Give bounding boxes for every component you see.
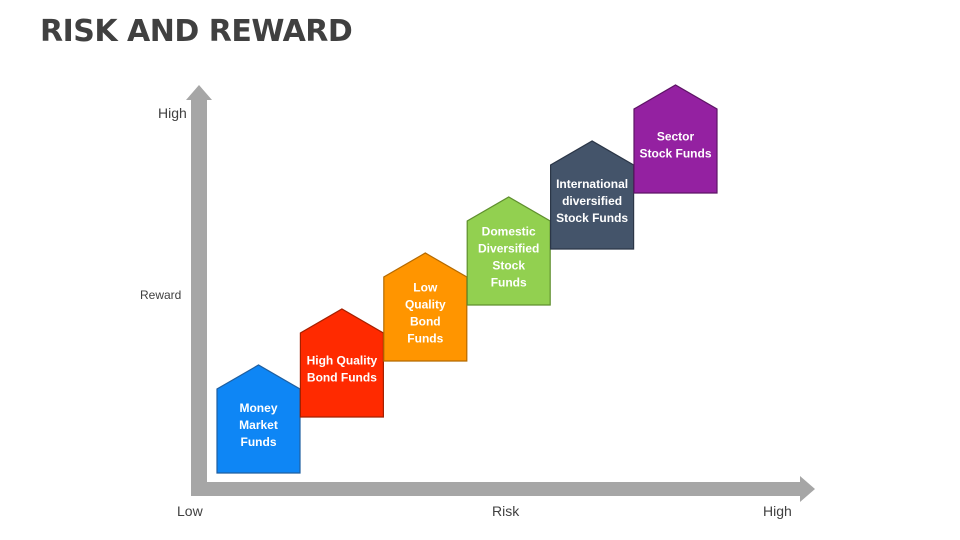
step-shape <box>549 140 635 250</box>
step-3: Low Quality Bond Funds <box>383 252 468 362</box>
step-label: Funds <box>241 435 277 449</box>
step-label: Funds <box>491 276 527 290</box>
x-axis-high-label: High <box>763 503 792 519</box>
step-shape <box>466 196 551 306</box>
step-label: Bond Funds <box>307 371 377 385</box>
step-label: diversified <box>562 194 622 208</box>
step-label: Quality <box>405 298 446 312</box>
step-label: Money <box>239 401 277 415</box>
step-label: High Quality <box>307 354 378 368</box>
step-label: Domestic <box>482 225 536 239</box>
step-6: Sector Stock Funds <box>633 84 718 194</box>
step-label: Sector <box>657 130 695 144</box>
page-title: RISK AND REWARD <box>40 14 353 49</box>
step-label: Diversified <box>478 242 539 256</box>
step-label: International <box>556 177 628 191</box>
y-axis-title: Reward <box>140 288 181 302</box>
step-5: International diversified Stock Funds <box>549 140 635 250</box>
step-label: Funds <box>407 332 443 346</box>
step-label: Bond <box>410 315 441 329</box>
x-axis-arrow <box>191 476 815 502</box>
step-shape <box>299 308 384 418</box>
step-shape <box>383 252 468 362</box>
step-4: Domestic Diversified Stock Funds <box>466 196 551 306</box>
step-1: Money Market Funds <box>216 364 301 474</box>
step-label: Market <box>239 418 278 432</box>
y-axis-arrow <box>186 85 212 492</box>
step-2: High Quality Bond Funds <box>299 308 384 418</box>
x-axis-title: Risk <box>492 503 520 519</box>
step-label: Stock <box>492 259 525 273</box>
step-shape <box>216 364 301 474</box>
step-label: Stock Funds <box>556 211 628 225</box>
y-axis-high-label: High <box>158 105 187 121</box>
axes <box>186 85 815 502</box>
step-label: Stock Funds <box>639 147 711 161</box>
step-shape <box>633 84 718 194</box>
step-label: Low <box>413 281 438 295</box>
x-axis-low-label: Low <box>177 503 204 519</box>
